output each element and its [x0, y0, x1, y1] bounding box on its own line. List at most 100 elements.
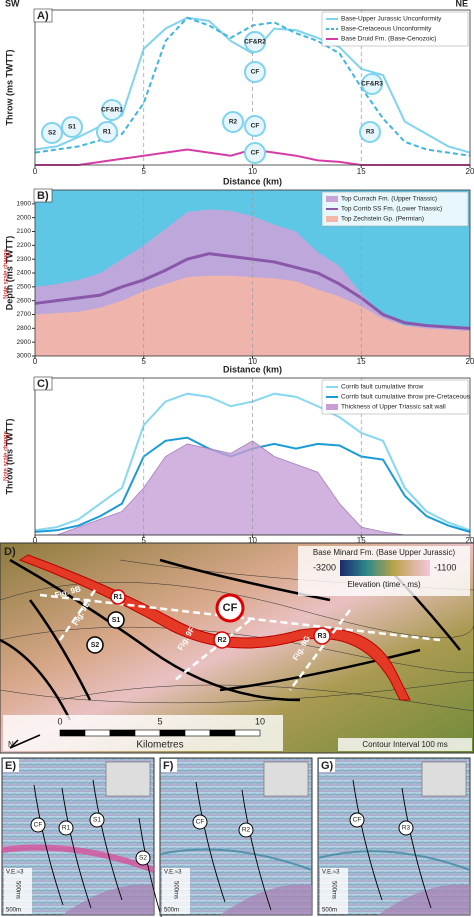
fault: [92, 779, 123, 901]
fault-circle: [89, 812, 105, 828]
section-label: G): [321, 760, 334, 772]
ve-box: [4, 868, 32, 914]
y-tick-label: 2800: [17, 325, 32, 332]
y-tick-label: 3000: [17, 353, 32, 360]
ve-box: [162, 868, 190, 914]
annotation-circle: [244, 61, 266, 83]
x-tick-label: 0: [33, 167, 38, 176]
legend-label: Base-Upper Jurassic Unconformity: [341, 16, 442, 23]
scale-seg: [109, 729, 136, 737]
ve: V.E.≈3: [322, 870, 340, 876]
scale-value: 0: [57, 716, 62, 726]
contour: [0, 626, 474, 674]
x-axis-title: Distance (km): [223, 364, 282, 374]
scale-seg: [159, 729, 186, 737]
annotation: S2: [48, 130, 56, 137]
annotation: CF: [251, 69, 260, 76]
panel-label-box: [33, 376, 53, 391]
panel-label: A): [37, 10, 49, 22]
fault-circle: [238, 822, 254, 838]
scale-seg: [59, 729, 86, 737]
panel-label-box: [33, 188, 53, 203]
legend-label: Base Druid Fm. (Base-Cenozoic): [341, 36, 436, 43]
corrib-fault: [18, 554, 411, 701]
contour-note: Contour Interval 100 ms: [362, 740, 447, 749]
fault-label: R3: [318, 633, 327, 640]
annotation-circle: [222, 111, 244, 133]
fault-circle: [30, 817, 46, 833]
legend-label: Top Corrib SS Fm. (Lower Triassic): [341, 206, 442, 213]
fault: [352, 779, 383, 901]
label-box: [161, 759, 177, 772]
y-tick-label: 2900: [17, 339, 32, 346]
inset: [421, 761, 467, 797]
corner-label: SW: [5, 0, 20, 8]
contour: [0, 679, 474, 704]
section-label: E): [5, 760, 16, 772]
legend-box: [321, 11, 469, 47]
x-tick-label: 0: [33, 357, 38, 366]
fault: [195, 781, 226, 903]
y-tick-label: 2500: [17, 284, 32, 291]
fault-label: CF: [34, 822, 43, 829]
section-line: [58, 589, 97, 641]
scale-value: 5: [157, 716, 162, 726]
colorbar: [340, 560, 430, 576]
contour: [59, 684, 474, 712]
legend-label: Top Currach Fm. (Upper Triassic): [341, 196, 437, 203]
contour-note-box: [338, 738, 472, 751]
fault-label: CF: [196, 819, 205, 826]
x-tick-label: 0: [33, 536, 38, 545]
scale-v: 500ms: [14, 881, 20, 899]
fault-label: R1: [114, 594, 123, 601]
fault-marker: [110, 589, 126, 605]
y-tick-label: 2600: [17, 297, 32, 304]
scale-seg: [84, 729, 111, 737]
y-tick-label: 2200: [17, 242, 32, 249]
fault-label: S1: [93, 817, 101, 824]
legend-label: Top Zechstein Gp. (Permian): [341, 216, 424, 223]
x-tick-label: 15: [357, 357, 366, 366]
annotation-circle: [61, 116, 83, 138]
panel-label-box: [33, 8, 53, 23]
fault-label: CF: [223, 602, 238, 614]
fault: [33, 784, 64, 906]
fault-trace: [0, 638, 72, 721]
fault-circle: [192, 814, 208, 830]
scale-seg: [234, 729, 261, 737]
scale-seg: [134, 729, 161, 737]
colorbar-min: -3200: [313, 562, 336, 572]
y-axis-title: Throw (ms TWTT): [4, 419, 14, 495]
fault-marker: [213, 631, 231, 649]
north-arrow: [9, 734, 41, 749]
fault-label: S2: [91, 642, 100, 649]
annotation-circle: [244, 31, 266, 53]
basement: [220, 884, 312, 915]
scale-seg: [184, 729, 211, 737]
fault-marker: [313, 627, 331, 645]
side-note: Note scale change: [4, 248, 10, 298]
horizon: [1, 844, 156, 873]
annotation: CF: [251, 150, 260, 157]
annotation: R3: [366, 129, 375, 136]
scale-h: 500m: [322, 908, 337, 914]
horizon: [159, 848, 313, 871]
scale-v: 500ms: [330, 881, 336, 899]
fault-label: S2: [139, 855, 147, 862]
plot-frame: [34, 377, 471, 536]
y-axis-title: Depth (ms TWTT): [4, 236, 14, 311]
annotation: R1: [103, 129, 112, 136]
legend-label: Corrib fault cumulative throw: [341, 384, 424, 391]
scale-value: 10: [255, 716, 265, 726]
legend-label: Corrib fault cumulative throw pre-Cretac…: [341, 394, 471, 401]
annotation-circle: [359, 121, 381, 143]
fault: [138, 817, 162, 917]
annotation: R2: [229, 119, 238, 126]
fault-label: R3: [402, 825, 411, 832]
x-tick-label: 10: [248, 536, 257, 545]
fault-circle: [58, 820, 74, 836]
annotation-circle: [244, 142, 266, 164]
inset: [263, 761, 309, 797]
x-tick-label: 10: [248, 357, 257, 366]
